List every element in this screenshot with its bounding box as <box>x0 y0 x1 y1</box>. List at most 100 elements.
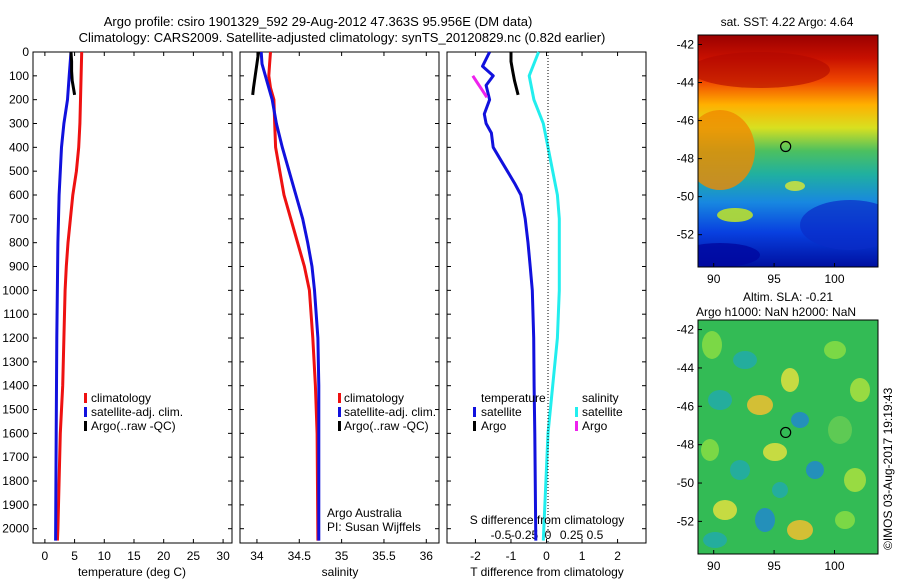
x-tick-label: 34.5 <box>288 549 312 563</box>
x-tick-label: 95 <box>767 559 781 573</box>
figure-title-line2: Climatology: CARS2009. Satellite-adjuste… <box>79 30 606 45</box>
y-tick-label: 500 <box>9 164 29 178</box>
salinity-legend: climatology satellite-adj. clim. Argo(..… <box>327 391 436 534</box>
annotation-pi-name: PI: Susan Wijffels <box>327 520 421 534</box>
y-tick-label: 1500 <box>2 403 29 417</box>
y-tick-label: 1300 <box>2 355 29 369</box>
sla-anomaly-patch <box>702 331 722 359</box>
y-tick-label: -50 <box>677 476 695 490</box>
legend-label-salinity-argo: Argo <box>582 419 608 433</box>
x-tick-label: 95 <box>767 272 781 286</box>
sst-cold-patch <box>800 200 878 250</box>
legend-label-argo: Argo(..raw -QC) <box>91 419 176 433</box>
x-tick-label: 2 <box>614 549 621 563</box>
temperature-x-axis-label: temperature (deg C) <box>78 565 186 579</box>
legend-swatch-argo <box>338 421 341 431</box>
y-tick-label: -46 <box>677 399 695 413</box>
y-tick-label: -44 <box>677 76 695 90</box>
sla-anomaly-patch <box>772 482 788 498</box>
y-tick-label: 900 <box>9 260 29 274</box>
figure-title-line1: Argo profile: csiro 1901329_592 29-Aug-2… <box>104 14 533 29</box>
y-tick-label: 0 <box>22 45 29 59</box>
x-tick-label: 36 <box>420 549 434 563</box>
x-tick-label: 34 <box>250 549 264 563</box>
sst-map-axes: 90 95 100 -42 -44 -46 -48 -50 -52 <box>677 38 845 286</box>
legend-label-climatology: climatology <box>91 391 151 405</box>
x-tick-label: 25 <box>187 549 201 563</box>
profile-lines <box>54 51 561 541</box>
y-tick-label: 1200 <box>2 331 29 345</box>
legend-swatch-salinity-argo <box>575 421 578 431</box>
y-tick-label: 2000 <box>2 522 29 536</box>
x-tick-label: 15 <box>127 549 141 563</box>
x-tick-label: 90 <box>707 559 721 573</box>
x-tick-label: 100 <box>824 559 844 573</box>
temperature-plot-frame <box>32 51 233 544</box>
sst-warm-patch <box>698 110 755 190</box>
legend-swatch-temperature-argo <box>473 421 476 431</box>
salinity-difference-axis-label: S difference from climatology <box>470 513 625 527</box>
y-tick-label: 400 <box>9 140 29 154</box>
legend-swatch-salinity-satellite <box>575 407 578 417</box>
salinity-x-axis-label: salinity <box>322 565 359 579</box>
sla-anomaly-patch <box>791 412 809 428</box>
series-line-temperature-argo <box>509 52 520 96</box>
x-tick-label: 5 <box>71 549 78 563</box>
sla-anomaly-patch <box>703 532 727 548</box>
legend-label-climatology: climatology <box>344 391 404 405</box>
sst-cold-patch <box>698 243 760 267</box>
sla-anomaly-patch <box>781 368 799 392</box>
sla-map-frame <box>697 319 879 555</box>
y-tick-label: 1400 <box>2 379 29 393</box>
sst-warm-patch <box>785 181 805 191</box>
legend-header-salinity: salinity <box>582 391 619 405</box>
y-tick-label: -52 <box>677 228 695 242</box>
legend-swatch-satellite <box>84 407 87 417</box>
x-tick-label: 1 <box>579 549 586 563</box>
y-tick-label: 100 <box>9 69 29 83</box>
difference-legend: temperature salinity satellite Argo sate… <box>473 391 623 433</box>
sst-warm-patch <box>717 208 753 222</box>
sla-anomaly-patch <box>835 511 855 529</box>
y-tick-label: 800 <box>9 236 29 250</box>
x-tick-label: -2 <box>470 549 481 563</box>
x-tick-label: 0 <box>42 549 49 563</box>
secondary-x-tick-label: -0.25 <box>511 528 539 542</box>
sla-anomaly-patches <box>701 331 870 548</box>
sla-map-axes: 90 95 100 -42 -44 -46 -48 -50 -52 <box>677 323 845 573</box>
y-tick-label: 1800 <box>2 474 29 488</box>
y-tick-label: -48 <box>677 152 695 166</box>
legend-header-temperature: temperature <box>481 391 546 405</box>
sla-map-subtitle: Argo h1000: NaN h2000: NaN <box>696 305 856 319</box>
series-line-salinity-argo <box>471 74 489 99</box>
sla-anomaly-patch <box>730 460 750 480</box>
legend-label-temperature-argo: Argo <box>481 419 507 433</box>
sla-anomaly-patch <box>763 443 787 461</box>
y-tick-label: 1700 <box>2 450 29 464</box>
y-tick-label: -46 <box>677 114 695 128</box>
secondary-x-tick-label: -0.5 <box>491 528 512 542</box>
series-line-argo-raw-qc- <box>69 51 77 96</box>
x-tick-label: -1 <box>506 549 517 563</box>
sst-map-frame <box>697 34 879 268</box>
series-line-climatology <box>55 51 84 541</box>
sla-anomaly-patch <box>708 390 732 410</box>
series-line-temperature-satellite <box>481 51 538 541</box>
sla-anomaly-patch <box>806 461 824 479</box>
difference-x-axis-label: T difference from climatology <box>470 565 624 579</box>
sla-anomaly-patch <box>713 500 737 520</box>
sst-hot-band <box>698 52 830 88</box>
salinity-axes: 34 34.5 35 35.5 36 <box>240 51 439 563</box>
secondary-x-tick-label: 0.5 <box>587 528 604 542</box>
imos-credit: ©IMOS 03-Aug-2017 19:19:43 <box>881 387 895 550</box>
argo-location-marker <box>780 140 792 153</box>
y-tick-label: 200 <box>9 93 29 107</box>
argo-location-marker <box>780 426 792 439</box>
secondary-x-tick-label: 0.25 <box>560 528 584 542</box>
y-tick-label: 300 <box>9 117 29 131</box>
sla-map-title: Altim. SLA: -0.21 <box>743 290 833 304</box>
x-tick-label: 35 <box>335 549 349 563</box>
sst-map-heatmap <box>698 35 878 267</box>
